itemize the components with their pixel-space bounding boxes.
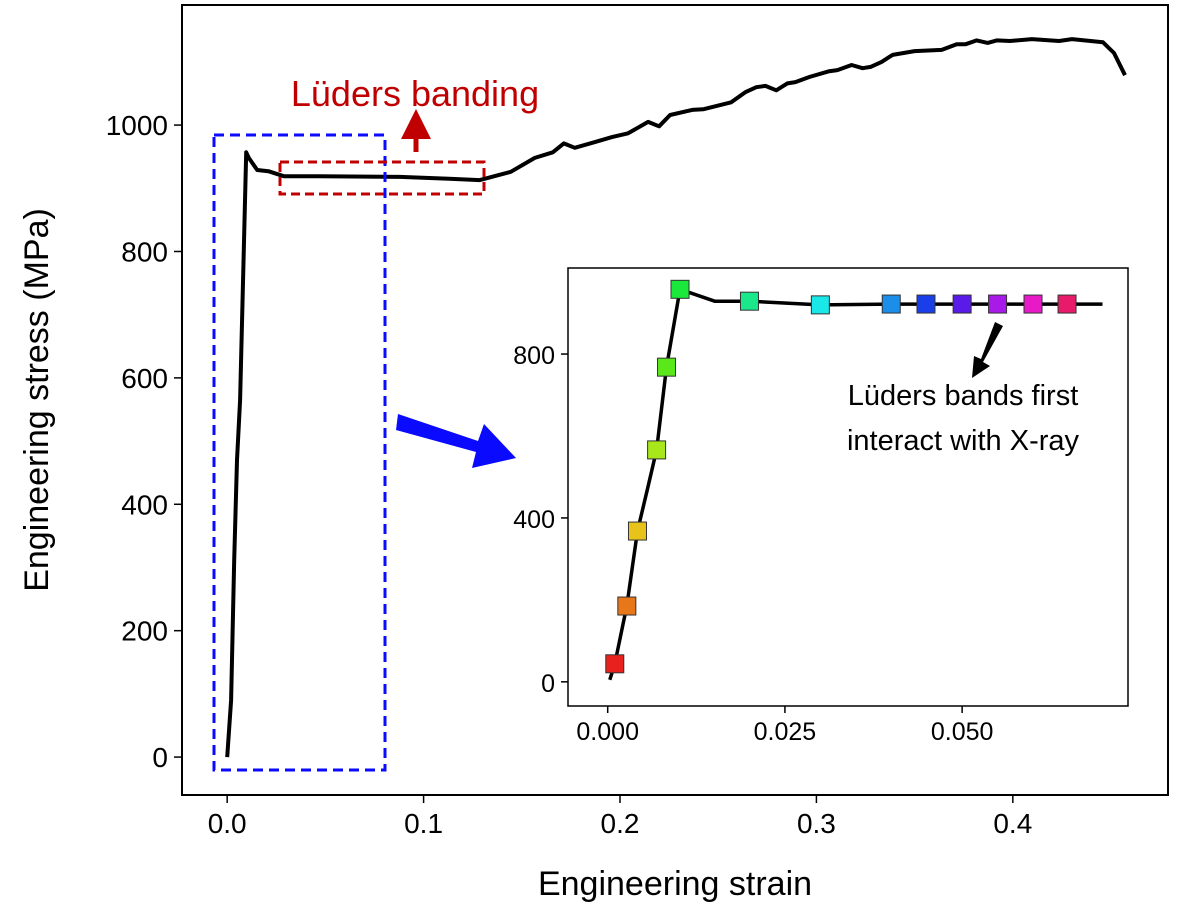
inset-marker (916, 294, 936, 314)
inset-marker (617, 596, 637, 616)
inset-marker (647, 440, 667, 460)
inset-marker (1057, 294, 1077, 314)
main-plot-frame (181, 4, 1169, 796)
x-tick-label: 0.050 (931, 718, 994, 746)
blue-arrow-to-inset (396, 414, 516, 468)
y-tick-label: 600 (121, 363, 168, 394)
y-axis-label: Engineering stress (MPa) (18, 208, 56, 592)
y-tick-label: 0 (541, 670, 555, 698)
luders-banding-label: Lüders banding (291, 73, 539, 114)
inset-marker (657, 357, 677, 377)
y-tick-label: 400 (121, 489, 168, 520)
y-tick-label: 400 (513, 506, 555, 534)
inset-marker (605, 654, 625, 674)
inset-axes-ticks: 0.000 0.025 0.050 0 400 800 (513, 342, 993, 746)
inset-marker (670, 279, 690, 299)
y-tick-label: 800 (121, 236, 168, 267)
main-axes-ticks: 0.0 0.1 0.2 0.3 0.4 0 200 400 600 800 1000 (106, 110, 1033, 839)
elastic-region-box (212, 133, 387, 772)
y-tick-label: 0 (152, 742, 168, 773)
x-axis-label: Engineering strain (538, 865, 812, 903)
y-tick-label: 800 (513, 342, 555, 370)
main-stress-strain-curve (225, 37, 1127, 758)
y-tick-label: 200 (121, 616, 168, 647)
inset-black-arrow (972, 322, 1003, 378)
y-tick-label: 1000 (106, 110, 168, 141)
inset-marker (881, 294, 901, 314)
x-tick-label: 0.025 (754, 718, 817, 746)
inset-marker (810, 295, 830, 315)
x-tick-label: 0.1 (404, 808, 443, 839)
inset-plot-frame (567, 267, 1129, 707)
x-tick-label: 0.0 (208, 808, 247, 839)
x-tick-label: 0.2 (601, 808, 640, 839)
x-tick-label: 0.3 (797, 808, 836, 839)
inset-marker (739, 291, 759, 311)
inset-markers (605, 279, 1077, 674)
inset-annotation-line-2: interact with X-ray (847, 425, 1080, 457)
x-tick-label: 0.4 (993, 808, 1032, 839)
inset-marker (988, 294, 1008, 314)
inset-marker (952, 294, 972, 314)
luders-band-box (278, 160, 486, 196)
inset-marker (627, 521, 647, 541)
inset-marker (1023, 294, 1043, 314)
inset-annotation-line-1: Lüders bands first (848, 380, 1079, 412)
x-tick-label: 0.000 (576, 718, 639, 746)
